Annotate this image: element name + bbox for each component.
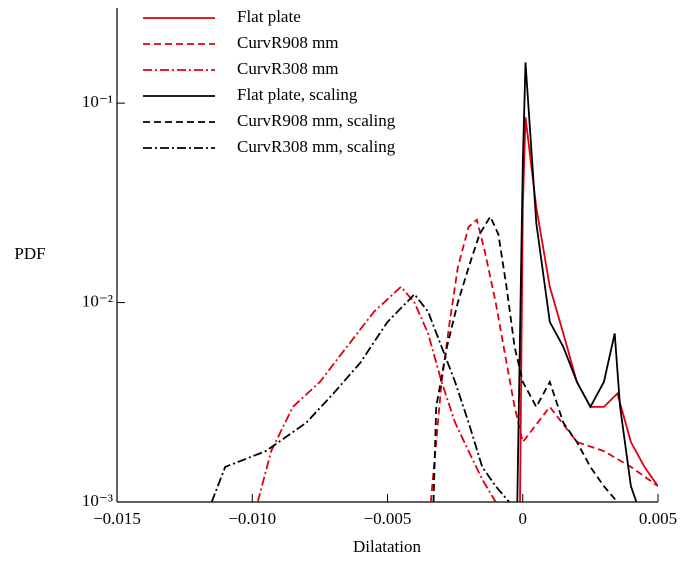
y-tick-label: 10⁻² [82,291,113,310]
series-line [516,62,638,502]
legend-label: CurvR908 mm, scaling [237,111,396,130]
legend-label: CurvR308 mm, scaling [237,137,396,156]
legend-label: Flat plate, scaling [237,85,358,104]
x-tick-label: −0.015 [93,509,141,528]
x-tick-label: −0.010 [228,509,276,528]
y-tick-label: 10⁻³ [82,491,113,510]
series-line [432,214,619,502]
series-line [210,292,510,502]
legend-label: CurvR908 mm [237,33,339,52]
y-tick-label: 10⁻¹ [82,92,113,111]
plot-area [210,62,658,502]
x-tick-label: 0 [519,509,528,528]
legend-label: CurvR308 mm [237,59,339,78]
series-line [519,117,658,502]
series-line [429,218,658,502]
series-line [256,285,497,502]
y-axis-label: PDF [14,244,45,263]
x-tick-label: 0.005 [639,509,677,528]
legend-label: Flat plate [237,7,301,26]
x-axis-label: Dilatation [353,537,421,556]
x-tick-label: −0.005 [364,509,412,528]
